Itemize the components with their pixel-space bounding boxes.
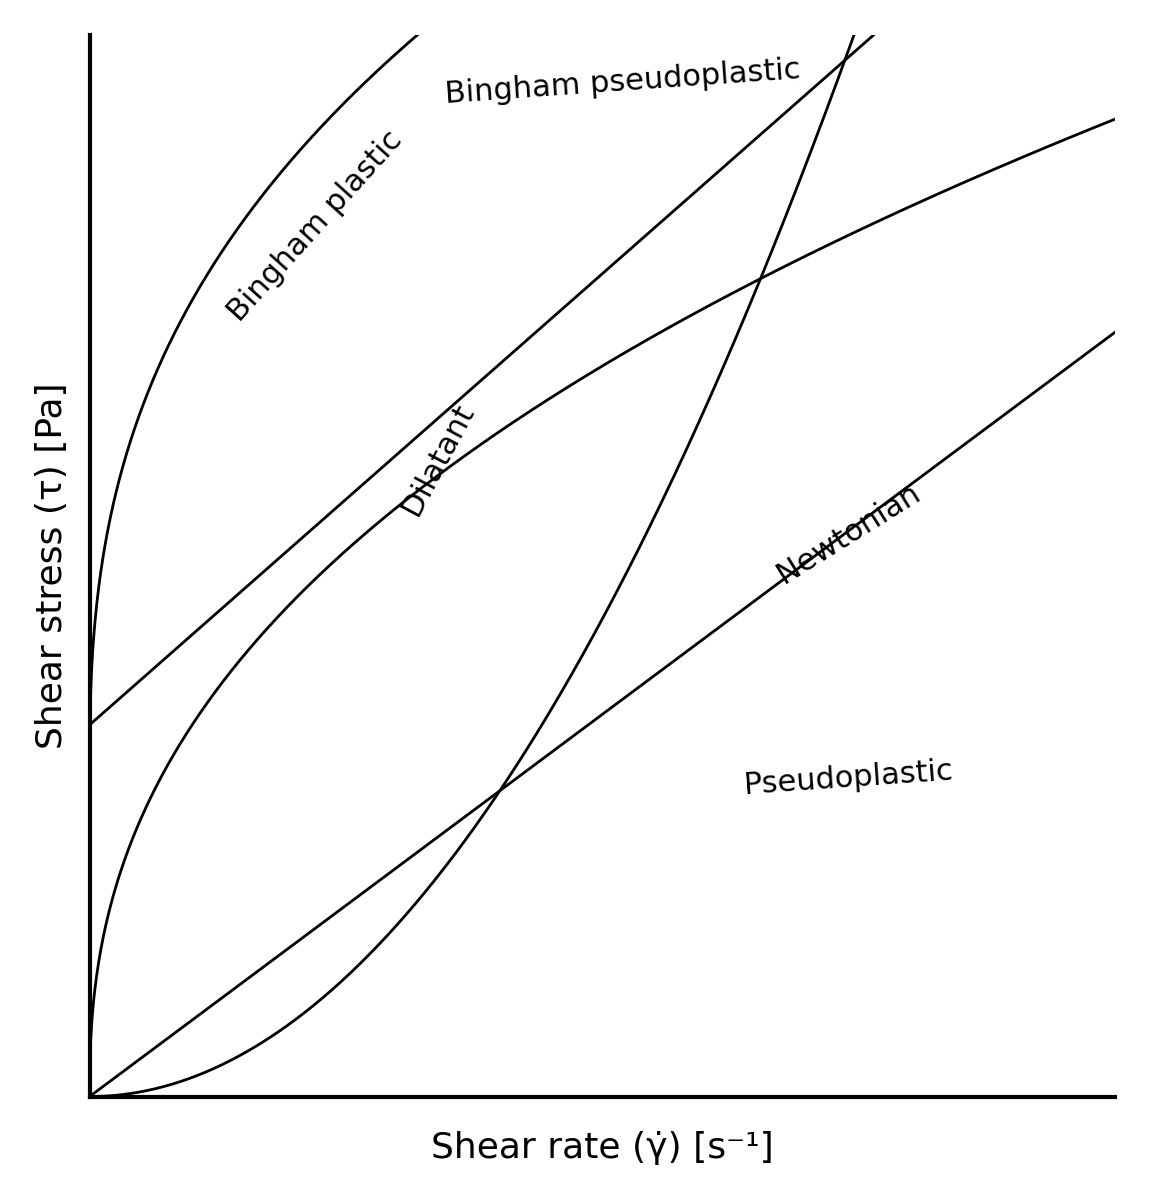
Text: Dilatant: Dilatant — [397, 400, 480, 520]
Text: Bingham plastic: Bingham plastic — [222, 125, 408, 326]
Text: Pseudoplastic: Pseudoplastic — [743, 756, 954, 799]
Y-axis label: Shear stress (τ) [Pa]: Shear stress (τ) [Pa] — [34, 383, 69, 749]
Text: Newtonian: Newtonian — [772, 479, 926, 589]
X-axis label: Shear rate (γ̇) [s⁻¹]: Shear rate (γ̇) [s⁻¹] — [431, 1132, 774, 1165]
Text: Bingham pseudoplastic: Bingham pseudoplastic — [444, 55, 802, 109]
